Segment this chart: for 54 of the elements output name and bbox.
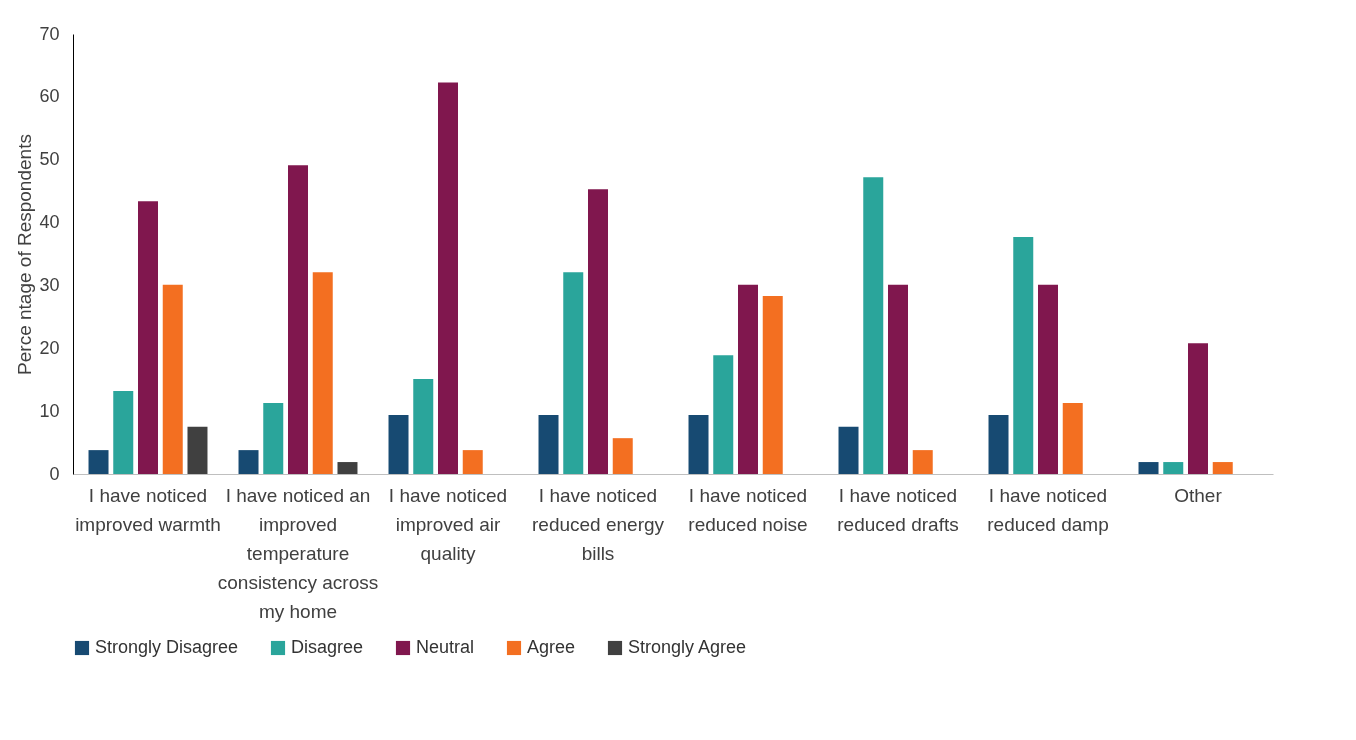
bar — [462, 450, 483, 474]
bar — [388, 414, 409, 474]
bar — [162, 284, 183, 474]
y-tick-label: 30 — [39, 274, 60, 295]
bar — [838, 426, 859, 474]
bar — [187, 426, 208, 474]
legend-label: Agree — [527, 637, 576, 657]
bar — [288, 165, 308, 474]
bar — [1138, 462, 1159, 474]
bar — [413, 379, 434, 474]
legend-label: Neutral — [416, 637, 475, 657]
bar — [238, 450, 259, 474]
bar — [762, 296, 783, 474]
bar — [988, 414, 1009, 474]
x-tick-label: I have noticed reduced damp — [987, 484, 1109, 535]
x-tick-label: I have noticed improved air quality — [388, 484, 508, 564]
bar — [612, 438, 633, 474]
bar — [688, 414, 709, 474]
bar — [1212, 462, 1233, 474]
bar — [738, 284, 758, 474]
bar — [1038, 284, 1058, 474]
y-tick-label: 20 — [39, 337, 60, 358]
bar — [138, 201, 158, 474]
legend-label: Strongly Disagree — [95, 637, 239, 657]
y-tick-label: 50 — [39, 149, 60, 170]
y-axis-title: Perce ntage of Respondents — [14, 134, 36, 375]
bar — [912, 450, 933, 474]
y-tick-label: 70 — [39, 23, 60, 44]
bar — [863, 177, 884, 474]
bar — [113, 391, 134, 474]
x-tick-label: I have noticed reduced noise — [688, 484, 808, 535]
bar — [713, 355, 734, 474]
y-tick-label: 10 — [39, 400, 60, 421]
y-tick-label: 40 — [39, 212, 60, 233]
bar — [563, 272, 584, 474]
x-tick-label: Other — [1174, 484, 1223, 506]
x-tick-label: I have noticed reduced drafts — [837, 484, 959, 535]
bar — [1013, 237, 1034, 474]
x-tick-label: I have noticed reduced energy bills — [531, 484, 665, 564]
bar — [263, 402, 284, 474]
y-tick-label: 0 — [49, 463, 60, 484]
bar — [1188, 343, 1208, 474]
bar — [1163, 462, 1184, 474]
bar — [438, 82, 458, 474]
bar — [88, 450, 109, 474]
bar — [1062, 402, 1083, 474]
bar — [312, 272, 333, 474]
bar — [337, 462, 358, 474]
legend-label: Strongly Agree — [628, 637, 747, 657]
bar — [538, 414, 559, 474]
legend-label: Disagree — [291, 637, 364, 657]
bar — [888, 284, 908, 474]
y-tick-label: 60 — [39, 86, 60, 107]
bar — [588, 189, 608, 474]
